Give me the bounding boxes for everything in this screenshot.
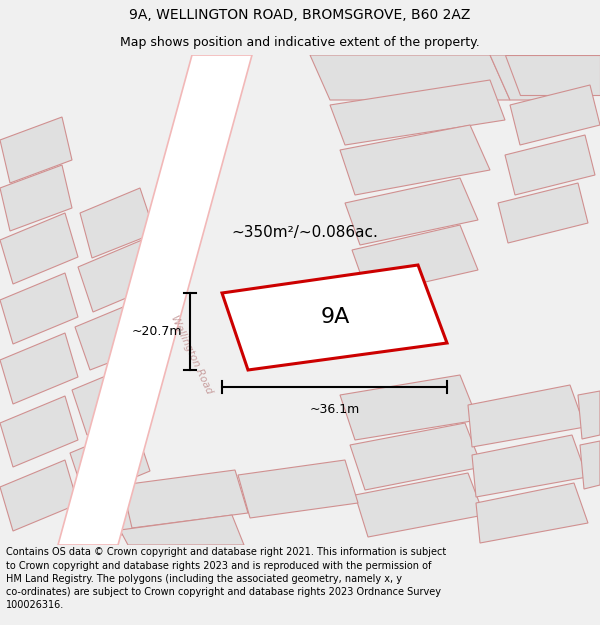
Polygon shape (0, 213, 78, 284)
Polygon shape (0, 273, 78, 344)
Polygon shape (345, 178, 478, 245)
Polygon shape (352, 225, 478, 295)
Polygon shape (70, 426, 150, 498)
Text: ~20.7m: ~20.7m (131, 325, 182, 338)
Polygon shape (120, 515, 244, 545)
Polygon shape (340, 375, 478, 440)
Polygon shape (468, 385, 585, 447)
Polygon shape (355, 473, 484, 537)
Polygon shape (80, 188, 155, 258)
Text: Wellington Road: Wellington Road (169, 314, 215, 396)
Polygon shape (310, 55, 510, 100)
Polygon shape (222, 265, 447, 370)
Polygon shape (0, 117, 72, 183)
Polygon shape (505, 55, 600, 95)
Polygon shape (490, 55, 590, 100)
Polygon shape (340, 125, 490, 195)
Polygon shape (0, 333, 78, 404)
Text: Contains OS data © Crown copyright and database right 2021. This information is : Contains OS data © Crown copyright and d… (6, 548, 446, 610)
Polygon shape (78, 240, 157, 312)
Polygon shape (238, 460, 358, 518)
Polygon shape (472, 435, 587, 497)
Polygon shape (122, 470, 248, 528)
Text: Map shows position and indicative extent of the property.: Map shows position and indicative extent… (120, 36, 480, 49)
Polygon shape (75, 300, 155, 370)
Polygon shape (350, 423, 482, 490)
Polygon shape (68, 483, 148, 545)
Text: ~36.1m: ~36.1m (310, 403, 359, 416)
Polygon shape (0, 165, 72, 231)
Polygon shape (476, 483, 588, 543)
Polygon shape (72, 363, 152, 435)
Polygon shape (330, 80, 505, 145)
Polygon shape (505, 135, 595, 195)
Text: 9A, WELLINGTON ROAD, BROMSGROVE, B60 2AZ: 9A, WELLINGTON ROAD, BROMSGROVE, B60 2AZ (130, 8, 470, 22)
Polygon shape (580, 441, 600, 489)
Polygon shape (578, 391, 600, 439)
Polygon shape (0, 460, 78, 531)
Polygon shape (0, 396, 78, 467)
Polygon shape (498, 183, 588, 243)
Text: ~350m²/~0.086ac.: ~350m²/~0.086ac. (232, 226, 379, 241)
Polygon shape (510, 85, 600, 145)
Polygon shape (58, 55, 252, 545)
Text: 9A: 9A (320, 307, 350, 327)
